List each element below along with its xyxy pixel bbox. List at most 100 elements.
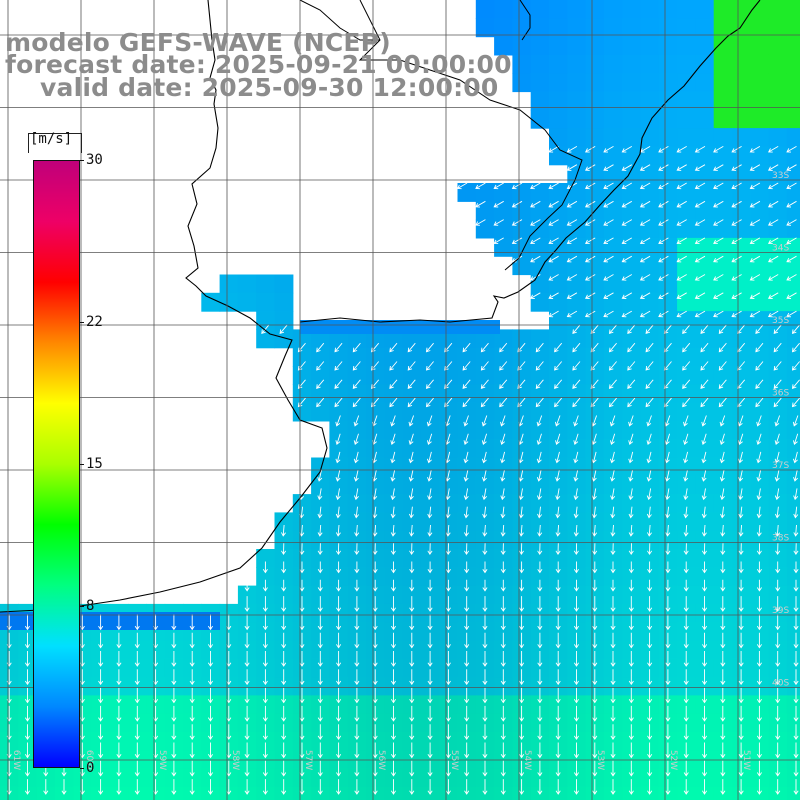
wind-cell	[658, 713, 678, 733]
wind-arrow	[372, 632, 378, 649]
wind-arrow	[555, 543, 561, 556]
wind-arrow	[621, 292, 633, 299]
wind-arrow	[427, 724, 433, 741]
longitude-label: 58W	[230, 750, 240, 770]
wind-arrow	[738, 651, 744, 667]
wind-arrow	[409, 614, 415, 631]
wind-cell	[109, 695, 129, 715]
wind-arrow	[683, 543, 689, 556]
wind-cell	[695, 695, 715, 715]
wind-cell	[475, 567, 495, 587]
wind-cell	[768, 567, 788, 587]
wind-arrow	[519, 632, 525, 649]
wind-arrow	[749, 219, 761, 226]
wind-arrow	[731, 292, 742, 299]
wind-arrow	[658, 255, 669, 263]
wind-arrow	[281, 779, 287, 795]
wind-arrow	[767, 274, 779, 281]
wind-cell	[732, 439, 751, 459]
wind-arrow	[573, 524, 579, 537]
wind-arrow	[608, 379, 617, 389]
wind-arrow	[390, 742, 396, 759]
wind-cell	[768, 658, 788, 678]
wind-cell	[420, 567, 440, 587]
wind-cell	[475, 494, 495, 513]
wind-arrow	[390, 451, 396, 464]
wind-arrow	[425, 397, 434, 408]
wind-arrow	[676, 255, 687, 263]
wind-arrow	[262, 669, 268, 686]
wind-cell	[549, 622, 568, 642]
wind-arrow	[530, 219, 541, 226]
wind-cell	[549, 439, 568, 459]
wind-arrow	[171, 687, 177, 704]
wind-arrow	[518, 524, 524, 537]
wind-cell	[732, 457, 751, 477]
wind-cell	[732, 237, 751, 257]
wind-arrow	[628, 451, 634, 464]
wind-arrow	[299, 724, 305, 741]
wind-cell	[786, 732, 800, 751]
wind-cell	[274, 311, 294, 330]
wind-cell	[475, 219, 495, 239]
wind-cell	[530, 567, 550, 587]
wind-arrow	[530, 182, 541, 190]
wind-cell	[732, 54, 751, 74]
wind-arrow	[647, 632, 653, 649]
wind-arrow	[713, 292, 724, 299]
wind-arrow	[793, 596, 799, 612]
wind-arrow	[390, 614, 396, 631]
wind-arrow	[548, 255, 559, 263]
wind-arrow	[335, 506, 341, 519]
wind-arrow	[608, 397, 617, 408]
wind-arrow	[464, 779, 470, 795]
wind-arrow	[775, 579, 781, 592]
wind-cell	[567, 658, 587, 678]
wind-cell	[512, 732, 532, 751]
wind-cell	[713, 347, 733, 367]
wind-cell	[695, 384, 715, 404]
wind-arrow	[482, 579, 488, 592]
wind-cell	[402, 658, 422, 678]
wind-arrow	[336, 579, 342, 592]
wind-cell	[567, 73, 587, 93]
wind-arrow	[134, 779, 140, 795]
wind-cell	[402, 347, 422, 367]
wind-cell	[677, 475, 696, 495]
wind-cell	[457, 658, 477, 678]
wind-cell	[512, 640, 532, 660]
wind-arrow	[566, 219, 578, 226]
wind-cell	[622, 292, 642, 312]
wind-cell	[732, 512, 751, 532]
wind-arrow	[610, 614, 616, 631]
wind-cell	[603, 73, 623, 93]
wind-cell	[512, 585, 532, 605]
wind-cell	[475, 18, 495, 38]
wind-cell	[549, 713, 568, 733]
wind-arrow	[786, 219, 797, 226]
wind-cell	[695, 732, 715, 751]
wind-arrow	[682, 324, 691, 335]
wind-cell	[786, 274, 800, 294]
wind-cell	[585, 311, 605, 330]
wind-cell	[622, 585, 642, 605]
wind-cell	[329, 603, 349, 623]
wind-cell	[274, 603, 294, 623]
wind-arrow	[738, 687, 744, 704]
wind-arrow	[627, 342, 636, 353]
wind-cell	[292, 494, 312, 513]
wind-arrow	[463, 488, 469, 501]
wind-cell	[658, 128, 678, 147]
wind-arrow	[537, 596, 543, 612]
wind-cell	[658, 695, 678, 715]
wind-arrow	[621, 200, 633, 208]
wind-cell	[585, 292, 605, 312]
wind-cell	[786, 329, 800, 349]
wind-arrow	[445, 614, 451, 631]
wind-arrow	[297, 379, 306, 389]
wind-cell	[622, 54, 642, 74]
wind-arrow	[676, 200, 687, 208]
wind-arrow	[207, 651, 213, 667]
wind-arrow	[336, 687, 342, 704]
